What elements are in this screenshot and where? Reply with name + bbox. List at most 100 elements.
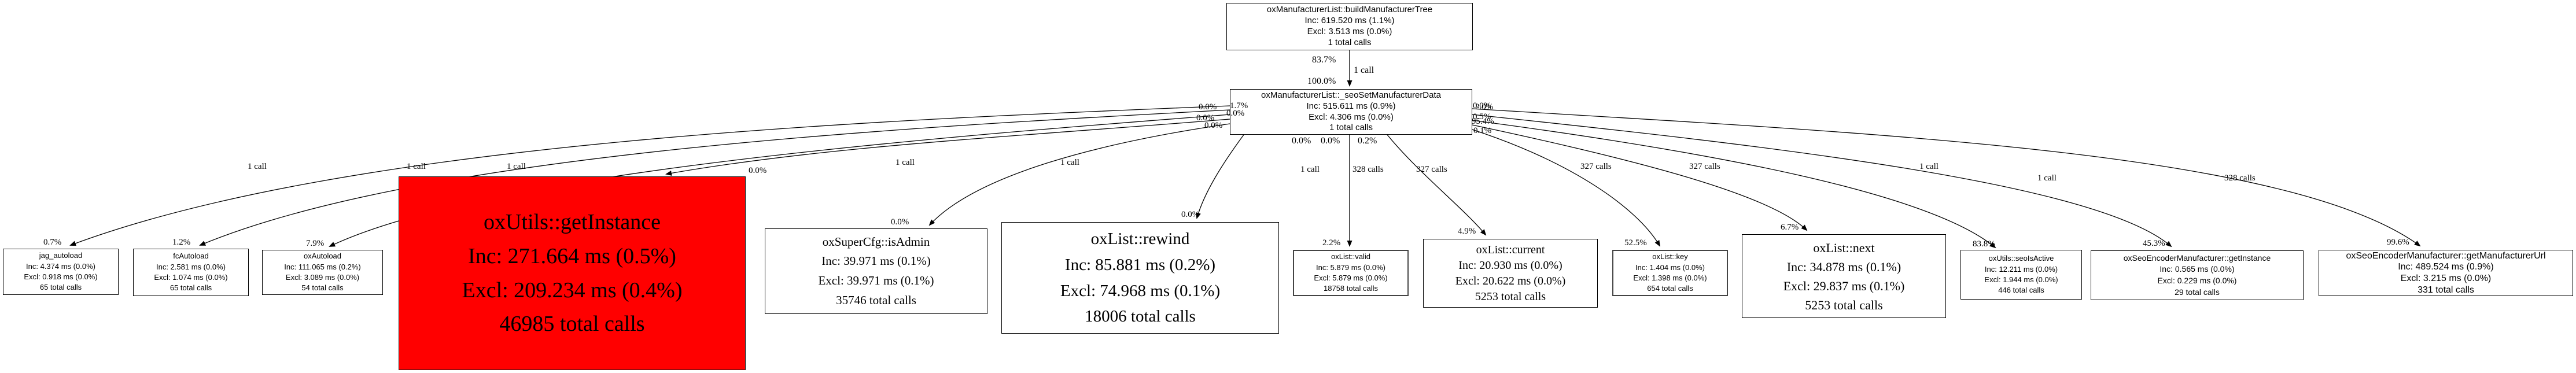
edge-head-percent: 0.0% — [891, 217, 909, 227]
node-calls: 46985 total calls — [499, 312, 645, 337]
node-excl: Excl: 29.837 ms (0.1%) — [1783, 278, 1905, 293]
edge-head-percent: 4.9% — [1458, 227, 1476, 236]
node-oxsupercfg-isadmin: oxSuperCfg::isAdmin Inc: 39.971 ms (0.1%… — [765, 228, 987, 314]
edge-call-count: 1 call — [1354, 65, 1374, 75]
node-excl: Excl: 0.229 ms (0.0%) — [2157, 276, 2237, 285]
edge-head-percent: 0.0% — [749, 166, 767, 175]
node-excl: Excl: 5.879 ms (0.0%) — [1314, 274, 1388, 282]
node-calls: 654 total calls — [1647, 284, 1693, 293]
node-inc: Inc: 515.611 ms (0.9%) — [1306, 101, 1396, 111]
edge-call-count: 1 call — [895, 158, 915, 167]
node-calls: 65 total calls — [39, 283, 82, 292]
edge-call-count: 1 call — [2037, 173, 2057, 183]
node-calls: 35746 total calls — [836, 293, 916, 307]
edge-head-percent: 2.2% — [1322, 238, 1341, 248]
edge-call-count: 327 calls — [1580, 162, 1612, 171]
node-title: oxList::rewind — [1090, 229, 1190, 248]
node-calls: 1 total calls — [1329, 123, 1373, 133]
node-inc: Inc: 619.520 ms (1.1%) — [1304, 16, 1395, 26]
edge-tail-percent: 0.0% — [1199, 102, 1217, 112]
edge-tail-percent: 1.7% — [1230, 101, 1248, 110]
node-inc: Inc: 111.065 ms (0.2%) — [284, 262, 361, 271]
node-calls: 65 total calls — [169, 283, 212, 293]
edge-call-count: 328 calls — [2224, 173, 2256, 183]
node-title: jag_autoload — [39, 251, 83, 260]
node-title: oxManufacturerList::_seoSetManufacturerD… — [1261, 90, 1441, 100]
node-title: oxUtils::seoIsActive — [1988, 254, 2054, 263]
node-inc: Inc: 34.878 ms (0.1%) — [1786, 259, 1901, 274]
edge-head-percent: 45.3% — [2143, 239, 2165, 248]
node-oxseoencodermanufacturer-getinstance: oxSeoEncoderManufacturer::getInstance In… — [2091, 250, 2304, 300]
edge-head-percent: 100.0% — [1307, 76, 1336, 86]
node-inc: Inc: 4.374 ms (0.0%) — [26, 261, 95, 271]
node-calls: 18758 total calls — [1324, 284, 1378, 293]
edge-call-count: 327 calls — [1689, 162, 1720, 171]
node-excl: Excl: 1.944 ms (0.0%) — [1984, 275, 2058, 284]
edge-tail-percent: 0.0% — [1204, 121, 1223, 130]
node-calls: 5253 total calls — [1475, 290, 1546, 303]
node-title: oxSuperCfg::isAdmin — [822, 234, 930, 249]
node-oxutils-seoisactive: oxUtils::seoIsActive Inc: 12.211 ms (0.0… — [1960, 250, 2082, 300]
node-inc: Inc: 85.881 ms (0.2%) — [1064, 255, 1216, 274]
node-inc: Inc: 5.879 ms (0.0%) — [1316, 263, 1385, 272]
node-excl: Excl: 209.234 ms (0.4%) — [462, 278, 683, 302]
node-excl: Excl: 1.398 ms (0.0%) — [1633, 274, 1707, 282]
node-jag-autoload: jag_autoload Inc: 4.374 ms (0.0%) Excl: … — [3, 249, 119, 295]
node-excl: Excl: 20.622 ms (0.0%) — [1455, 274, 1566, 287]
node-inc: Inc: 20.930 ms (0.0%) — [1458, 258, 1562, 272]
node-inc: Inc: 271.664 ms (0.5%) — [468, 243, 676, 268]
node-title: oxList::next — [1813, 240, 1875, 255]
node-excl: Excl: 39.971 ms (0.1%) — [818, 274, 934, 287]
node-title: oxList::valid — [1331, 252, 1370, 261]
node-fcautoload: fcAutoload Inc: 2.581 ms (0.0%) Excl: 1.… — [133, 249, 249, 296]
node-oxlist-key: oxList::key Inc: 1.404 ms (0.0%) Excl: 1… — [1612, 250, 1728, 296]
node-inc: Inc: 2.581 ms (0.0%) — [156, 262, 226, 271]
edge-call-count: 328 calls — [1353, 165, 1384, 174]
edge-call-count: 1 call — [1919, 162, 1939, 171]
edge-tail-percent: 0.0% — [1226, 109, 1245, 118]
node-oxlist-valid: oxList::valid Inc: 5.879 ms (0.0%) Excl:… — [1293, 250, 1409, 296]
node-excl: Excl: 74.968 ms (0.1%) — [1060, 281, 1221, 300]
edge-head-percent: 52.5% — [1624, 238, 1647, 248]
node-excl: Excl: 3.513 ms (0.0%) — [1307, 27, 1392, 36]
node-calls: 5253 total calls — [1805, 297, 1883, 312]
edge-head-percent: 7.9% — [306, 239, 325, 248]
edge-tail-percent: 2.0% — [1475, 102, 1494, 112]
node-oxlist-current: oxList::current Inc: 20.930 ms (0.0%) Ex… — [1423, 239, 1598, 308]
node-calls: 331 total calls — [2417, 285, 2474, 295]
edge-head-percent: 83.8% — [1973, 239, 1995, 249]
node-calls: 1 total calls — [1328, 37, 1372, 47]
edge-tail-percent: 83.7% — [1312, 55, 1336, 65]
edge-call-count: 1 call — [1060, 158, 1079, 167]
edge-head-percent: 0.0% — [1181, 210, 1200, 219]
edge-head-percent: 1.2% — [172, 238, 191, 247]
node-title: oxUtils::getInstance — [483, 209, 661, 234]
node-excl: Excl: 4.306 ms (0.0%) — [1309, 112, 1394, 122]
node-excl: Excl: 3.089 ms (0.0%) — [285, 273, 360, 282]
node-inc: Inc: 1.404 ms (0.0%) — [1635, 263, 1705, 272]
node-title: oxList::key — [1652, 252, 1688, 261]
edge-tail-percent: 0.0% — [1473, 101, 1491, 110]
edge-tail-percent: 0.0% — [1196, 113, 1215, 123]
edge-call-count: 1 call — [248, 162, 267, 171]
edge-tail-percent: 0.1% — [1473, 126, 1492, 135]
node-inc: Inc: 489.524 ms (0.9%) — [2398, 262, 2494, 272]
node-excl: Excl: 0.918 ms (0.0%) — [24, 272, 98, 281]
node-oxlist-rewind: oxList::rewind Inc: 85.881 ms (0.2%) Exc… — [1001, 222, 1279, 334]
node-title: fcAutoload — [173, 252, 209, 261]
edge-tail-percent: 0.2% — [1358, 136, 1377, 146]
edge-head-percent: 0.7% — [43, 238, 62, 247]
node-excl: Excl: 1.074 ms (0.0%) — [154, 273, 228, 282]
node-title: oxSeoEncoderManufacturer::getManufacture… — [2346, 250, 2546, 261]
node-title: oxManufacturerList::buildManufacturerTre… — [1266, 5, 1433, 15]
edge-head-percent: 99.6% — [2387, 238, 2409, 247]
edge-tail-percent: 0.0% — [1292, 136, 1311, 146]
node-inc: Inc: 39.971 ms (0.1%) — [821, 254, 931, 268]
edge-tail-percent: 95.4% — [1472, 117, 1494, 126]
edge-call-count: 1 call — [1300, 165, 1320, 174]
node-calls: 29 total calls — [2175, 287, 2220, 297]
node-oxautoload: oxAutoload Inc: 111.065 ms (0.2%) Excl: … — [262, 250, 383, 295]
node-oxlist-next: oxList::next Inc: 34.878 ms (0.1%) Excl:… — [1742, 234, 1946, 318]
